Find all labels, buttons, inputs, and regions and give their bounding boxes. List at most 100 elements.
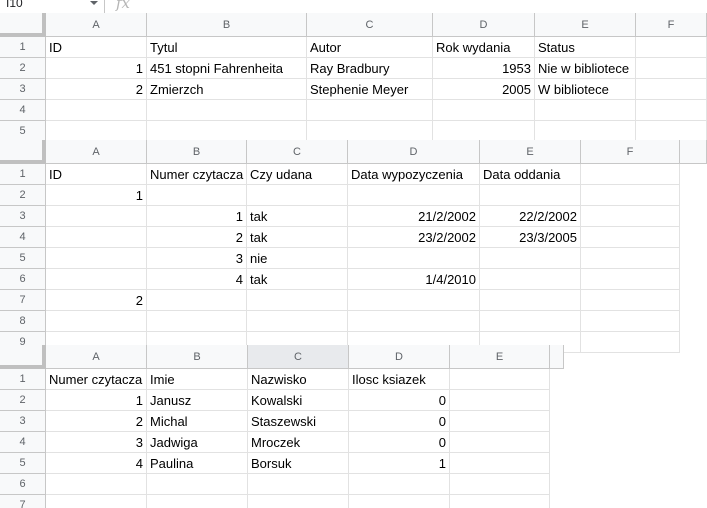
cell-b5[interactable]: 3 xyxy=(147,248,247,269)
cell-e7[interactable] xyxy=(480,290,581,311)
row-header-3[interactable]: 3 xyxy=(0,79,46,100)
row-header-4[interactable]: 4 xyxy=(0,432,46,453)
cell-d1[interactable]: Data wypozyczenia xyxy=(348,164,480,185)
cell-e2[interactable] xyxy=(450,390,550,411)
cell-b5[interactable]: Paulina xyxy=(147,453,248,474)
cell-a2[interactable]: 1 xyxy=(46,185,147,206)
cell-e5[interactable] xyxy=(535,121,636,142)
cell-b2[interactable]: Janusz xyxy=(147,390,248,411)
cell-f2[interactable] xyxy=(581,185,680,206)
column-header-d[interactable]: D xyxy=(349,345,450,369)
cell-b5[interactable] xyxy=(147,121,307,142)
cell-f6[interactable] xyxy=(581,269,680,290)
cell-b2[interactable] xyxy=(147,185,247,206)
cell-a2[interactable]: 1 xyxy=(46,390,147,411)
name-box[interactable]: I10 xyxy=(6,0,23,10)
cell-b1[interactable]: Numer czytacza xyxy=(147,164,247,185)
cell-a4[interactable] xyxy=(46,227,147,248)
column-header-b[interactable]: B xyxy=(147,345,248,369)
cell-f1[interactable] xyxy=(581,164,680,185)
row-header-5[interactable]: 5 xyxy=(0,121,46,142)
row-header-3[interactable]: 3 xyxy=(0,206,46,227)
cell-c1[interactable]: Czy udana xyxy=(247,164,348,185)
row-header-4[interactable]: 4 xyxy=(0,100,46,121)
cell-f8[interactable] xyxy=(581,311,680,332)
row-header-3[interactable]: 3 xyxy=(0,411,46,432)
cell-f4[interactable] xyxy=(636,100,707,121)
cell-c1[interactable]: Nazwisko xyxy=(248,369,349,390)
cell-c4[interactable] xyxy=(307,100,433,121)
cell-d5[interactable] xyxy=(433,121,535,142)
cell-e1[interactable] xyxy=(450,369,550,390)
cell-c6[interactable] xyxy=(248,474,349,495)
select-all-corner[interactable] xyxy=(0,345,46,369)
cell-a3[interactable]: 2 xyxy=(46,411,147,432)
cell-c4[interactable]: Mroczek xyxy=(248,432,349,453)
row-header-1[interactable]: 1 xyxy=(0,164,46,185)
cell-f5[interactable] xyxy=(636,121,707,142)
cell-f4[interactable] xyxy=(581,227,680,248)
cell-c8[interactable] xyxy=(247,311,348,332)
column-header-f[interactable]: F xyxy=(636,13,707,37)
cell-c5[interactable]: nie xyxy=(247,248,348,269)
cell-a4[interactable]: 3 xyxy=(46,432,147,453)
cell-d4[interactable] xyxy=(433,100,535,121)
cell-c4[interactable]: tak xyxy=(247,227,348,248)
cell-b1[interactable]: Tytul xyxy=(147,37,307,58)
cell-d6[interactable] xyxy=(349,474,450,495)
cell-f3[interactable] xyxy=(581,206,680,227)
cell-a6[interactable] xyxy=(46,474,147,495)
cell-b7[interactable] xyxy=(147,290,247,311)
cell-c5[interactable] xyxy=(307,121,433,142)
cell-e4[interactable]: 23/3/2005 xyxy=(480,227,581,248)
cell-b2[interactable]: 451 stopni Fahrenheita xyxy=(147,58,307,79)
select-all-corner[interactable] xyxy=(0,13,46,37)
cell-f7[interactable] xyxy=(581,290,680,311)
cell-d3[interactable]: 2005 xyxy=(433,79,535,100)
cell-b8[interactable] xyxy=(147,311,247,332)
cell-e4[interactable] xyxy=(450,432,550,453)
cell-f1[interactable] xyxy=(636,37,707,58)
chevron-down-icon[interactable] xyxy=(90,1,98,5)
row-header-2[interactable]: 2 xyxy=(0,390,46,411)
cell-f9[interactable] xyxy=(581,332,680,353)
cell-c2[interactable] xyxy=(247,185,348,206)
cell-e5[interactable] xyxy=(450,453,550,474)
select-all-corner[interactable] xyxy=(0,140,46,164)
row-header-5[interactable]: 5 xyxy=(0,453,46,474)
cell-c1[interactable]: Autor xyxy=(307,37,433,58)
cell-c6[interactable]: tak xyxy=(247,269,348,290)
row-header-7[interactable]: 7 xyxy=(0,495,46,508)
row-header-7[interactable]: 7 xyxy=(0,290,46,311)
row-header-4[interactable]: 4 xyxy=(0,227,46,248)
cell-b4[interactable]: Jadwiga xyxy=(147,432,248,453)
cell-c3[interactable]: Staszewski xyxy=(248,411,349,432)
column-header-e[interactable]: E xyxy=(535,13,636,37)
cell-d8[interactable] xyxy=(348,311,480,332)
cell-d3[interactable]: 21/2/2002 xyxy=(348,206,480,227)
cell-d5[interactable] xyxy=(348,248,480,269)
cell-a7[interactable] xyxy=(46,495,147,508)
cell-e3[interactable] xyxy=(450,411,550,432)
cell-e3[interactable]: 22/2/2002 xyxy=(480,206,581,227)
cell-d3[interactable]: 0 xyxy=(349,411,450,432)
cell-d6[interactable]: 1/4/2010 xyxy=(348,269,480,290)
cell-a1[interactable]: ID xyxy=(46,164,147,185)
cell-e6[interactable] xyxy=(450,474,550,495)
cell-e3[interactable]: W bibliotece xyxy=(535,79,636,100)
column-header-a[interactable]: A xyxy=(46,13,147,37)
cell-c7[interactable] xyxy=(247,290,348,311)
cell-b1[interactable]: Imie xyxy=(147,369,248,390)
cell-f5[interactable] xyxy=(581,248,680,269)
cell-f2[interactable] xyxy=(636,58,707,79)
cell-a6[interactable] xyxy=(46,269,147,290)
column-header-c[interactable]: C xyxy=(307,13,433,37)
cell-b4[interactable]: 2 xyxy=(147,227,247,248)
cell-f3[interactable] xyxy=(636,79,707,100)
cell-a3[interactable]: 2 xyxy=(46,79,147,100)
cell-a1[interactable]: Numer czytacza xyxy=(46,369,147,390)
column-header-b[interactable]: B xyxy=(147,13,307,37)
column-header-c[interactable]: C xyxy=(247,140,348,164)
cell-e5[interactable] xyxy=(480,248,581,269)
cell-a3[interactable] xyxy=(46,206,147,227)
